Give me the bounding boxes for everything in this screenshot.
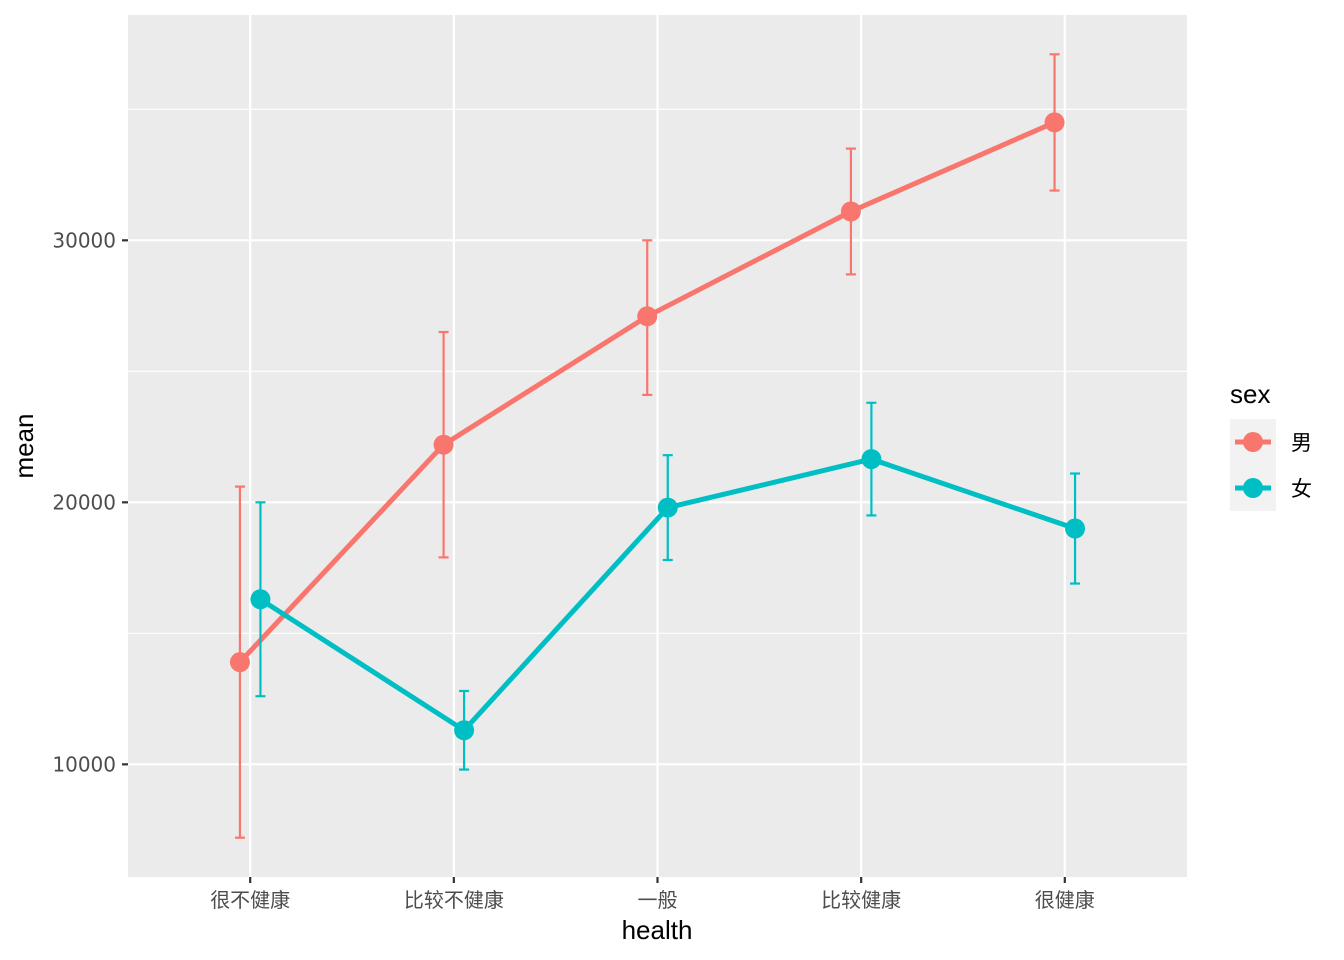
data-point (1044, 112, 1065, 133)
series-2 (250, 401, 1086, 771)
data-point (454, 720, 475, 741)
x-tick-label: 很健康 (1035, 888, 1095, 912)
x-axis-title: health (622, 915, 693, 945)
y-tick-label: 30000 (52, 228, 116, 252)
grid-major (128, 15, 1187, 877)
legend-item: 女 (1230, 465, 1312, 511)
legend-label: 女 (1291, 477, 1312, 501)
legend-key-point (1243, 432, 1263, 452)
legend-key-point (1243, 478, 1263, 498)
y-axis-title: mean (9, 413, 39, 478)
data-point (433, 434, 454, 455)
legend-keys: 男女 (1230, 419, 1312, 511)
data-point (861, 449, 882, 470)
y-tick-label: 10000 (52, 752, 116, 776)
x-tick-label: 一般 (638, 888, 678, 912)
series-1 (229, 53, 1065, 839)
data-point (637, 306, 658, 327)
x-tick-label: 比较健康 (821, 888, 901, 912)
series-layer (229, 53, 1086, 839)
data-point (840, 201, 861, 222)
y-tick-label: 20000 (52, 490, 116, 514)
data-point (250, 589, 271, 610)
legend-item: 男 (1230, 419, 1312, 465)
data-point (1065, 518, 1086, 539)
data-point (657, 497, 678, 518)
axis-layer: 10000 20000 30000 很不健康 比较不健康 一般 比较健康 很健康 (52, 228, 1094, 912)
x-tick-label: 比较不健康 (404, 888, 504, 912)
data-point (229, 652, 250, 673)
legend: sex 男女 (1230, 379, 1312, 511)
legend-label: 男 (1291, 431, 1312, 455)
legend-title: sex (1230, 379, 1270, 409)
x-tick-label: 很不健康 (210, 888, 290, 912)
